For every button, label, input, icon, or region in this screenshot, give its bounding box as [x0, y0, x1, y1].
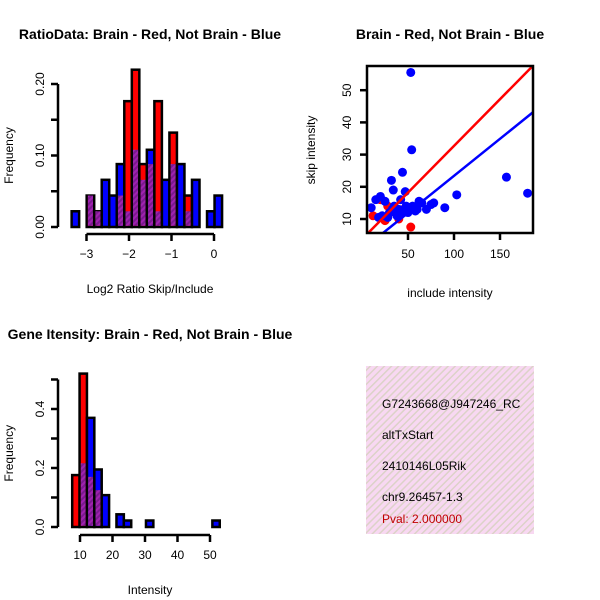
y-tick-label: 0.10 [33, 143, 47, 167]
histogram-bar [213, 194, 224, 229]
blue-fit-line [381, 111, 533, 233]
y-tick-label: 0.00 [33, 215, 47, 239]
histogram-bar [211, 519, 221, 529]
chart-title: Gene Itensity: Brain - Red, Not Brain - … [8, 326, 293, 342]
info-line-gene: 2410146L05Rik [382, 459, 467, 473]
not-brain-point [406, 67, 416, 77]
intensity-histogram-panel: 0.0 0.2 0.4 10 20 30 40 50 Gene Itensity: Brain … [2, 326, 293, 597]
ratio-histogram-panel: 0.00 0.10 0.20 −3 −2 −1 0 RatioData: Brain - Re… [2, 26, 281, 296]
info-line-event: altTxStart [382, 428, 434, 442]
not-brain-point [367, 203, 376, 213]
histogram-overlap-bar [95, 211, 101, 226]
histogram-overlap-bar [88, 476, 94, 526]
x-tick-label: −3 [80, 247, 94, 261]
info-background [366, 366, 534, 534]
not-brain-point [380, 196, 390, 206]
info-line-id: G7243668@J947246_RC [382, 397, 521, 411]
brain-point [406, 222, 416, 232]
x-tick-label: 0 [211, 247, 218, 261]
x-tick-label: −1 [165, 247, 179, 261]
x-tick-label: 50 [401, 247, 415, 261]
histogram-overlap-bar [140, 179, 146, 226]
histogram-overlap-bar [95, 490, 101, 526]
histogram-overlap-bar [80, 463, 86, 526]
scatter-panel: 50 100 150 10 20 30 40 50 Brain - Red, Not Brain… [304, 26, 544, 300]
histogram-bar [122, 519, 133, 529]
not-brain-point [523, 188, 533, 198]
not-brain-point [401, 201, 411, 211]
histogram-overlap-bar [155, 211, 161, 226]
histogram-bar [130, 68, 141, 229]
x-tick-label: −2 [122, 247, 136, 261]
y-tick-label: 20 [340, 180, 354, 194]
y-tick-label: 50 [340, 83, 354, 97]
histogram-overlap-bar [148, 164, 154, 226]
not-brain-point [388, 185, 398, 195]
histogram-overlap-bar [133, 149, 139, 226]
histogram-overlap-bar [125, 211, 131, 226]
info-pval: Pval: 2.000000 [382, 512, 462, 526]
not-brain-point [440, 203, 450, 213]
y-tick-label: 30 [340, 148, 354, 162]
x-tick-label: 50 [203, 548, 217, 562]
y-axis-label: Frequency [2, 127, 16, 184]
y-tick-label: 10 [340, 212, 354, 226]
info-line-locus: chr9.26457-1.3 [382, 490, 463, 504]
y-axis-label: Frequency [2, 425, 16, 482]
x-axis-label: Intensity [128, 583, 173, 597]
y-tick-label: 0.0 [33, 518, 47, 535]
x-tick-label: 10 [73, 548, 87, 562]
x-tick-label: 30 [138, 548, 152, 562]
not-brain-point [501, 172, 511, 182]
y-tick-label: 0.2 [33, 459, 47, 476]
histogram-bar [100, 493, 111, 529]
x-axis-label: Log2 Ratio Skip/Include [87, 282, 214, 296]
y-tick-label: 0.20 [33, 72, 47, 96]
histogram-bar [144, 519, 155, 529]
chart-title: RatioData: Brain - Red, Not Brain - Blue [19, 26, 281, 42]
info-panel: G7243668@J947246_RC altTxStart 2410146L0… [366, 366, 534, 534]
not-brain-point [386, 175, 396, 185]
x-tick-label: 40 [171, 548, 185, 562]
x-tick-label: 100 [444, 247, 464, 261]
x-axis-label: include intensity [407, 286, 492, 300]
histogram-bar [70, 210, 81, 229]
not-brain-point [452, 190, 462, 200]
chart-title: Brain - Red, Not Brain - Blue [356, 26, 544, 42]
histogram-overlap-bar [117, 195, 124, 226]
plot-frame [365, 64, 535, 235]
x-tick-label: 20 [106, 548, 120, 562]
y-tick-label: 0.4 [33, 400, 47, 417]
not-brain-point [429, 198, 439, 208]
plot-area [367, 66, 533, 233]
not-brain-point [397, 167, 407, 177]
histogram-overlap-bar [170, 164, 176, 226]
histogram-overlap-bar [87, 195, 93, 226]
not-brain-point [407, 145, 417, 155]
y-tick-label: 40 [340, 115, 354, 129]
y-axis-label: skip intensity [304, 116, 318, 185]
x-tick-label: 150 [490, 247, 510, 261]
histogram-bar [153, 99, 164, 229]
histogram-bar [190, 178, 201, 229]
histogram-overlap-bar [185, 211, 191, 226]
red-fit-line [367, 66, 533, 233]
